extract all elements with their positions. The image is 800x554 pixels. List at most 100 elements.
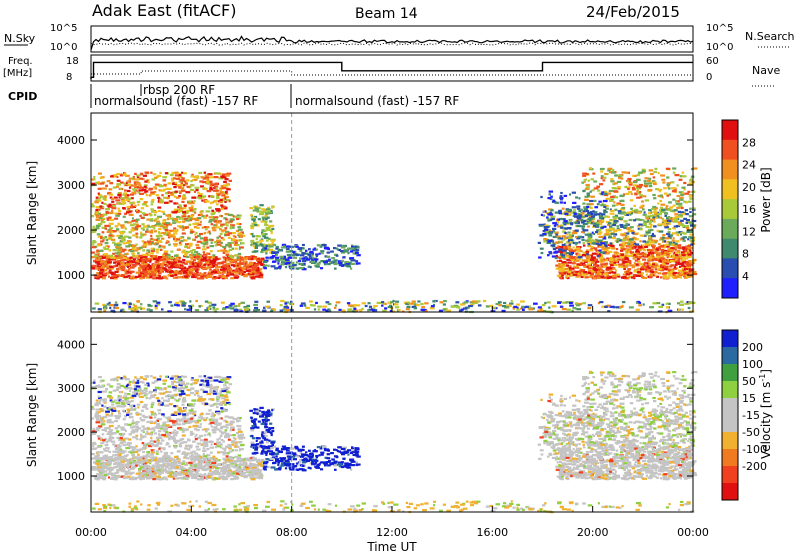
power-cell-914 xyxy=(210,256,213,259)
power-cell-1534 xyxy=(93,240,96,243)
power-cell-4686 xyxy=(156,301,161,304)
power-cell-596 xyxy=(148,259,152,262)
power-cell-2605 xyxy=(607,272,612,275)
power-cell-1434 xyxy=(184,226,189,229)
power-cell-4349 xyxy=(174,303,179,306)
power-cell-812 xyxy=(128,268,131,271)
power-cell-749 xyxy=(233,274,238,277)
power-cell-2967 xyxy=(635,250,639,254)
power-cell-1183 xyxy=(142,233,147,236)
power-cell-1157 xyxy=(190,249,193,253)
power-cell-4667 xyxy=(522,308,525,311)
power-cell-827 xyxy=(123,275,129,278)
power-cell-3547 xyxy=(658,238,662,241)
power-cell-3909 xyxy=(667,228,672,231)
power-cell-2077 xyxy=(268,248,274,251)
power-cell-4359 xyxy=(282,308,286,311)
power-cell-3733 xyxy=(692,219,697,223)
power-cell-2964 xyxy=(616,255,620,258)
power-cell-198 xyxy=(195,276,198,279)
power-cell-1414 xyxy=(112,252,115,255)
power-cell-269 xyxy=(94,276,97,279)
power-cell-4548 xyxy=(562,301,567,304)
power-cell-517 xyxy=(232,258,238,261)
power-cell-3718 xyxy=(654,209,657,212)
power-cell-3380 xyxy=(689,233,694,236)
power-cell-3099 xyxy=(562,247,567,250)
power-cell-1213 xyxy=(122,257,127,260)
power-cell-882 xyxy=(143,263,148,266)
power-cell-1457 xyxy=(163,250,169,253)
power-cell-4067 xyxy=(646,179,651,183)
power-cell-3468 xyxy=(625,222,629,226)
power-cell-4605 xyxy=(109,306,112,309)
power-cell-1619 xyxy=(219,191,224,194)
power-cell-1258 xyxy=(228,248,233,251)
power-cell-3044 xyxy=(690,263,693,266)
power-cell-3501 xyxy=(685,213,689,216)
power-cell-4228 xyxy=(598,249,602,252)
power-cell-1109 xyxy=(213,224,218,227)
power-cell-1943 xyxy=(203,187,208,190)
power-cell-1146 xyxy=(158,223,161,226)
power-cell-4481 xyxy=(504,306,509,309)
power-cell-2254 xyxy=(313,247,317,250)
power-cell-969 xyxy=(156,217,159,220)
power-cell-3304 xyxy=(583,259,588,262)
power-cell-3789 xyxy=(673,218,679,221)
power-cell-3776 xyxy=(650,234,656,237)
power-cell-3542 xyxy=(629,241,635,244)
power-cell-2765 xyxy=(645,269,648,272)
power-cell-1577 xyxy=(124,184,129,187)
power-cell-1849 xyxy=(126,180,129,183)
power-cell-3808 xyxy=(642,234,647,237)
power-cell-4642 xyxy=(576,304,581,307)
power-cell-3303 xyxy=(635,274,639,277)
nsky-tick-bottom: 10^0 xyxy=(50,42,77,53)
power-cell-1411 xyxy=(238,214,242,217)
power-cell-3118 xyxy=(570,273,575,276)
power-cell-4294 xyxy=(550,244,556,247)
power-cell-2826 xyxy=(605,248,608,251)
power-cell-4271 xyxy=(561,254,565,257)
power-cell-777 xyxy=(128,260,134,263)
power-cell-1977 xyxy=(120,199,126,202)
power-cell-3908 xyxy=(573,209,576,212)
power-cell-3602 xyxy=(663,224,666,227)
power-cell-2401 xyxy=(316,262,321,265)
power-cell-721 xyxy=(174,273,178,276)
power-cell-1145 xyxy=(192,238,195,241)
velocity-cell-143 xyxy=(115,461,118,464)
power-cell-4679 xyxy=(304,304,307,307)
power-cell-2126 xyxy=(260,250,264,254)
power-cell-3131 xyxy=(569,250,572,253)
power-cell-2276 xyxy=(301,268,307,271)
power-cell-2164 xyxy=(266,210,270,213)
power-cell-1444 xyxy=(166,253,171,257)
power-cell-328 xyxy=(149,254,155,258)
power-cell-4268 xyxy=(550,195,553,198)
power-cell-2098 xyxy=(265,226,271,230)
power-cell-4061 xyxy=(659,194,663,197)
power-cell-1528 xyxy=(210,241,213,244)
power-cell-1346 xyxy=(192,249,196,252)
power-cell-2216 xyxy=(308,257,314,260)
power-cell-2912 xyxy=(674,245,677,248)
power-cell-4638 xyxy=(469,301,474,304)
power-cell-775 xyxy=(164,257,169,260)
power-cell-3142 xyxy=(663,254,667,257)
power-cell-636 xyxy=(98,272,104,275)
power-cell-1437 xyxy=(174,254,178,257)
power-cell-2350 xyxy=(291,264,297,267)
power-cell-526 xyxy=(182,258,186,262)
power-cell-491 xyxy=(141,259,146,262)
power-cell-1448 xyxy=(146,249,150,252)
power-cell-900 xyxy=(104,247,109,251)
power-cell-3135 xyxy=(649,276,653,279)
power-cell-3375 xyxy=(603,234,607,237)
power-cell-4706 xyxy=(136,300,141,303)
power-cell-2131 xyxy=(250,242,254,245)
power-cell-4629 xyxy=(106,303,109,306)
power-cell-4081 xyxy=(681,171,685,174)
power-cell-3619 xyxy=(673,225,678,228)
